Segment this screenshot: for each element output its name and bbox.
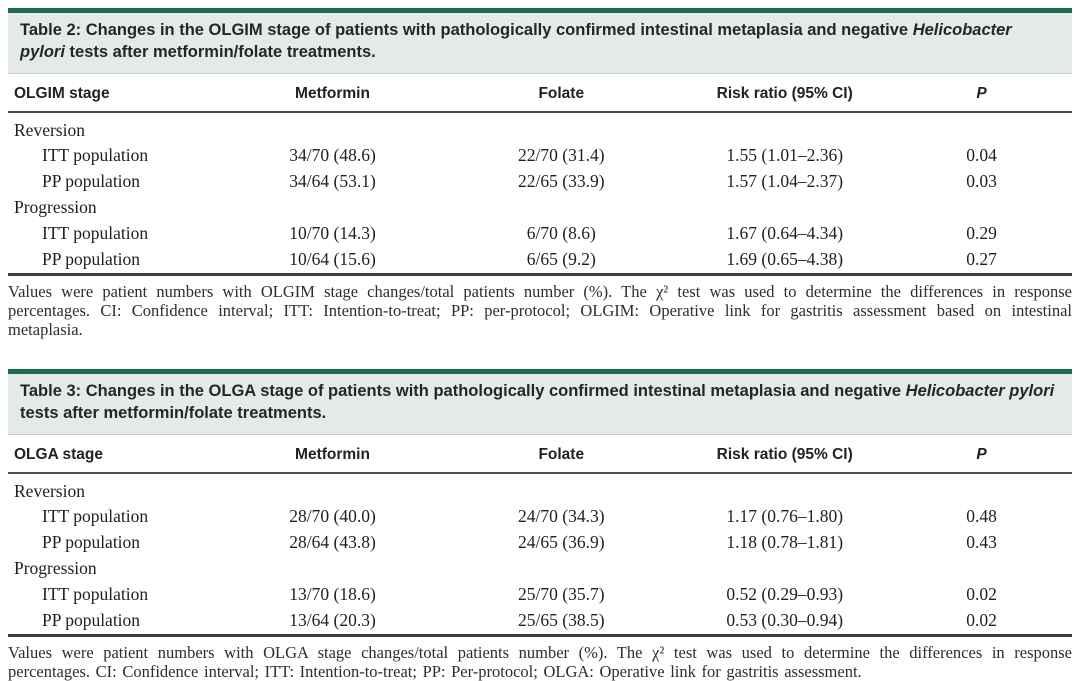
cell-metformin: 13/70 (18.6): [289, 583, 376, 604]
table-row: Reversion: [8, 473, 1072, 505]
table2-title-band: Table 2: Changes in the OLGIM stage of p…: [8, 13, 1072, 74]
cell-folate: 24/65 (36.9): [518, 532, 605, 553]
table2-col-header-p: P: [891, 73, 1072, 113]
cell-folate: 25/70 (35.7): [518, 583, 605, 604]
row-label: ITT population: [42, 506, 149, 527]
cell-metformin: 34/64 (53.1): [289, 171, 376, 192]
cell-p: 0.04: [966, 145, 997, 166]
table-row: Progression: [8, 195, 1072, 221]
row-label: PP population: [42, 532, 141, 553]
table-row: PP population 13/64 (20.3) 25/65 (38.5) …: [8, 608, 1072, 635]
table3-header-row: OLGA stage Metformin Folate Risk ratio (…: [8, 434, 1072, 474]
table2-col-header-stage: OLGIM stage: [8, 73, 221, 113]
table2-title-species: Helicobacter pylori: [20, 21, 1012, 61]
cell-p: 0.27: [966, 248, 997, 269]
cell-riskratio: 1.55 (1.01–2.36): [726, 145, 844, 166]
table2-col-header-riskratio: Risk ratio (95% CI): [678, 73, 892, 113]
table-row: PP population 34/64 (53.1) 22/65 (33.9) …: [8, 169, 1072, 195]
table3-col-header-riskratio: Risk ratio (95% CI): [678, 434, 892, 474]
table3-title-post: tests after metformin/folate treatments.: [20, 403, 327, 422]
cell-metformin: 28/70 (40.0): [289, 506, 376, 527]
table2-col-header-metformin: Metformin: [220, 73, 445, 113]
cell-metformin: 10/64 (15.6): [289, 248, 376, 269]
table2-col-header-folate: Folate: [444, 73, 679, 113]
table3-title-species: Helicobacter pylori: [905, 381, 1055, 400]
cell-riskratio: 1.67 (0.64–4.34): [726, 222, 844, 243]
row-label: ITT population: [42, 222, 149, 243]
table-row: ITT population 34/70 (48.6) 22/70 (31.4)…: [8, 143, 1072, 169]
row-section-label: Progression: [14, 558, 97, 579]
cell-p: 0.02: [966, 609, 997, 630]
table2-footnote: Values were patient numbers with OLGIM s…: [8, 281, 1072, 339]
row-label: PP population: [42, 248, 141, 269]
cell-folate: 24/70 (34.3): [518, 506, 605, 527]
table-row: ITT population 13/70 (18.6) 25/70 (35.7)…: [8, 582, 1072, 608]
cell-metformin: 34/70 (48.6): [289, 145, 376, 166]
row-label: PP population: [42, 171, 141, 192]
cell-riskratio: 1.17 (0.76–1.80): [726, 506, 844, 527]
table2-card: Table 2: Changes in the OLGIM stage of p…: [8, 8, 1072, 339]
table3-title-pre: Table 3: Changes in the OLGA stage of pa…: [20, 381, 906, 400]
table3-col-header-folate: Folate: [444, 434, 679, 474]
table2-title-pre: Table 2: Changes in the OLGIM stage of p…: [20, 21, 913, 39]
table-row: ITT population 28/70 (40.0) 24/70 (34.3)…: [8, 504, 1072, 530]
cell-p: 0.48: [966, 506, 997, 527]
cell-metformin: 13/64 (20.3): [289, 609, 376, 630]
table-row: Reversion: [8, 112, 1072, 144]
table2-top-rule: [8, 8, 1072, 13]
table3-col-header-stage: OLGA stage: [8, 434, 221, 474]
table3-footnote: Values were patient numbers with OLGA st…: [8, 642, 1072, 681]
cell-riskratio: 1.18 (0.78–1.81): [726, 532, 844, 553]
row-section-label: Progression: [14, 197, 97, 218]
cell-folate: 25/65 (38.5): [518, 609, 605, 630]
table3-top-rule: [8, 368, 1072, 374]
cell-p: 0.29: [966, 222, 997, 243]
table-row: ITT population 10/70 (14.3) 6/70 (8.6) 1…: [8, 221, 1072, 247]
cell-p: 0.43: [966, 532, 997, 553]
cell-riskratio: 1.69 (0.65–4.38): [726, 248, 844, 269]
table2-title-post: tests after metformin/folate treatments.: [64, 42, 376, 61]
table3-col-header-p: P: [891, 434, 1072, 474]
row-label: ITT population: [42, 583, 149, 604]
cell-folate: 22/70 (31.4): [518, 145, 605, 166]
cell-riskratio: 0.53 (0.30–0.94): [726, 609, 844, 630]
cell-folate: 6/70 (8.6): [526, 222, 596, 243]
cell-folate: 6/65 (9.2): [526, 248, 596, 269]
table3-card: Table 3: Changes in the OLGA stage of pa…: [8, 368, 1072, 681]
cell-p: 0.02: [966, 583, 997, 604]
table-row: Progression: [8, 556, 1072, 582]
table3-table: OLGA stage Metformin Folate Risk ratio (…: [8, 434, 1072, 637]
cell-p: 0.03: [966, 171, 997, 192]
cell-metformin: 10/70 (14.3): [289, 222, 376, 243]
cell-metformin: 28/64 (43.8): [289, 532, 376, 553]
cell-folate: 22/65 (33.9): [518, 171, 605, 192]
cell-riskratio: 1.57 (1.04–2.37): [726, 171, 844, 192]
table3-col-header-metformin: Metformin: [220, 434, 445, 474]
row-label: PP population: [42, 609, 141, 630]
row-section-label: Reversion: [14, 480, 85, 501]
row-label: ITT population: [42, 145, 149, 166]
table2-header-row: OLGIM stage Metformin Folate Risk ratio …: [8, 73, 1072, 113]
cell-riskratio: 0.52 (0.29–0.93): [726, 583, 844, 604]
table-row: PP population 28/64 (43.8) 24/65 (36.9) …: [8, 530, 1072, 556]
table2-table: OLGIM stage Metformin Folate Risk ratio …: [8, 73, 1072, 276]
row-section-label: Reversion: [14, 119, 85, 140]
table3-title-band: Table 3: Changes in the OLGA stage of pa…: [8, 373, 1072, 435]
table-row: PP population 10/64 (15.6) 6/65 (9.2) 1.…: [8, 247, 1072, 274]
